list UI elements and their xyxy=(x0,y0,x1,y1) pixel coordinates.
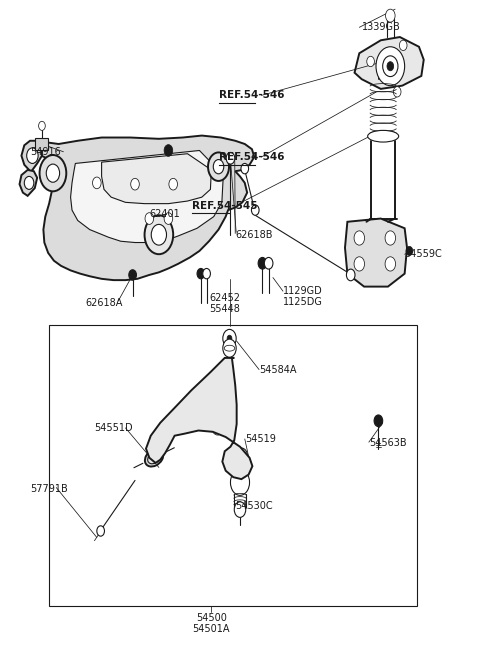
Circle shape xyxy=(213,159,224,174)
Circle shape xyxy=(241,163,249,174)
Circle shape xyxy=(169,178,178,190)
Text: REF.54-546: REF.54-546 xyxy=(218,90,284,100)
Circle shape xyxy=(197,268,204,279)
Text: 1129GD: 1129GD xyxy=(283,286,323,296)
Circle shape xyxy=(151,225,167,245)
Circle shape xyxy=(354,231,364,245)
Ellipse shape xyxy=(145,449,163,467)
Polygon shape xyxy=(22,141,42,173)
Circle shape xyxy=(203,268,210,279)
Text: 54519: 54519 xyxy=(245,434,276,444)
Ellipse shape xyxy=(148,452,160,464)
Bar xyxy=(49,326,417,605)
Text: 54916: 54916 xyxy=(30,146,61,157)
Text: 1339GB: 1339GB xyxy=(362,22,400,33)
Circle shape xyxy=(145,213,154,225)
Circle shape xyxy=(234,502,246,518)
Circle shape xyxy=(216,411,221,419)
Circle shape xyxy=(399,40,407,51)
Circle shape xyxy=(164,145,173,156)
Ellipse shape xyxy=(368,130,399,142)
Ellipse shape xyxy=(189,402,203,427)
Circle shape xyxy=(46,164,60,182)
Text: 54500: 54500 xyxy=(196,613,227,624)
Circle shape xyxy=(367,56,374,66)
Circle shape xyxy=(226,152,235,164)
Text: 54584A: 54584A xyxy=(259,365,297,374)
Circle shape xyxy=(39,155,66,191)
Circle shape xyxy=(376,47,405,86)
Text: 54551D: 54551D xyxy=(95,423,133,433)
Text: 57791B: 57791B xyxy=(30,484,68,494)
Circle shape xyxy=(385,256,396,271)
Circle shape xyxy=(258,257,267,269)
Polygon shape xyxy=(102,154,211,204)
Polygon shape xyxy=(20,170,37,196)
Circle shape xyxy=(223,339,236,357)
Circle shape xyxy=(164,213,173,225)
Circle shape xyxy=(27,148,38,163)
Text: 62618B: 62618B xyxy=(235,230,273,240)
Text: 1125DG: 1125DG xyxy=(283,297,323,307)
Circle shape xyxy=(374,415,383,426)
Circle shape xyxy=(239,453,244,460)
Polygon shape xyxy=(146,358,252,479)
Circle shape xyxy=(385,231,396,245)
Polygon shape xyxy=(355,37,424,89)
Circle shape xyxy=(24,176,34,189)
Circle shape xyxy=(227,335,232,342)
Text: REF.54-546: REF.54-546 xyxy=(218,152,284,162)
Circle shape xyxy=(387,62,394,71)
Text: 54501A: 54501A xyxy=(192,624,230,634)
Circle shape xyxy=(144,215,173,254)
Circle shape xyxy=(354,256,364,271)
Circle shape xyxy=(235,448,248,465)
Text: 62401: 62401 xyxy=(149,209,180,219)
Circle shape xyxy=(385,9,395,22)
Text: 55448: 55448 xyxy=(209,303,240,314)
Circle shape xyxy=(208,152,229,181)
Circle shape xyxy=(230,469,250,495)
Circle shape xyxy=(212,419,223,435)
Circle shape xyxy=(131,178,139,190)
Polygon shape xyxy=(71,150,223,243)
Circle shape xyxy=(406,247,413,255)
Polygon shape xyxy=(30,135,254,280)
Text: 62452: 62452 xyxy=(209,293,240,303)
Text: 62618A: 62618A xyxy=(85,298,122,308)
Circle shape xyxy=(129,270,136,280)
Circle shape xyxy=(383,56,398,77)
Circle shape xyxy=(38,121,45,130)
Circle shape xyxy=(264,257,273,269)
Text: 54563B: 54563B xyxy=(369,439,407,449)
Text: REF.54-545: REF.54-545 xyxy=(192,201,258,210)
Circle shape xyxy=(97,526,105,536)
Text: 54559C: 54559C xyxy=(405,249,443,259)
Polygon shape xyxy=(345,219,407,286)
Circle shape xyxy=(93,177,101,189)
Circle shape xyxy=(252,205,259,215)
Circle shape xyxy=(394,87,401,97)
Circle shape xyxy=(347,269,355,281)
Bar xyxy=(35,137,48,150)
Circle shape xyxy=(223,329,236,348)
Text: 54530C: 54530C xyxy=(235,501,273,510)
